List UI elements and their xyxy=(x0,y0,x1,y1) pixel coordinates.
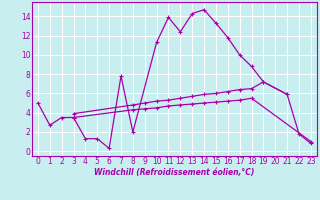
X-axis label: Windchill (Refroidissement éolien,°C): Windchill (Refroidissement éolien,°C) xyxy=(94,168,255,177)
